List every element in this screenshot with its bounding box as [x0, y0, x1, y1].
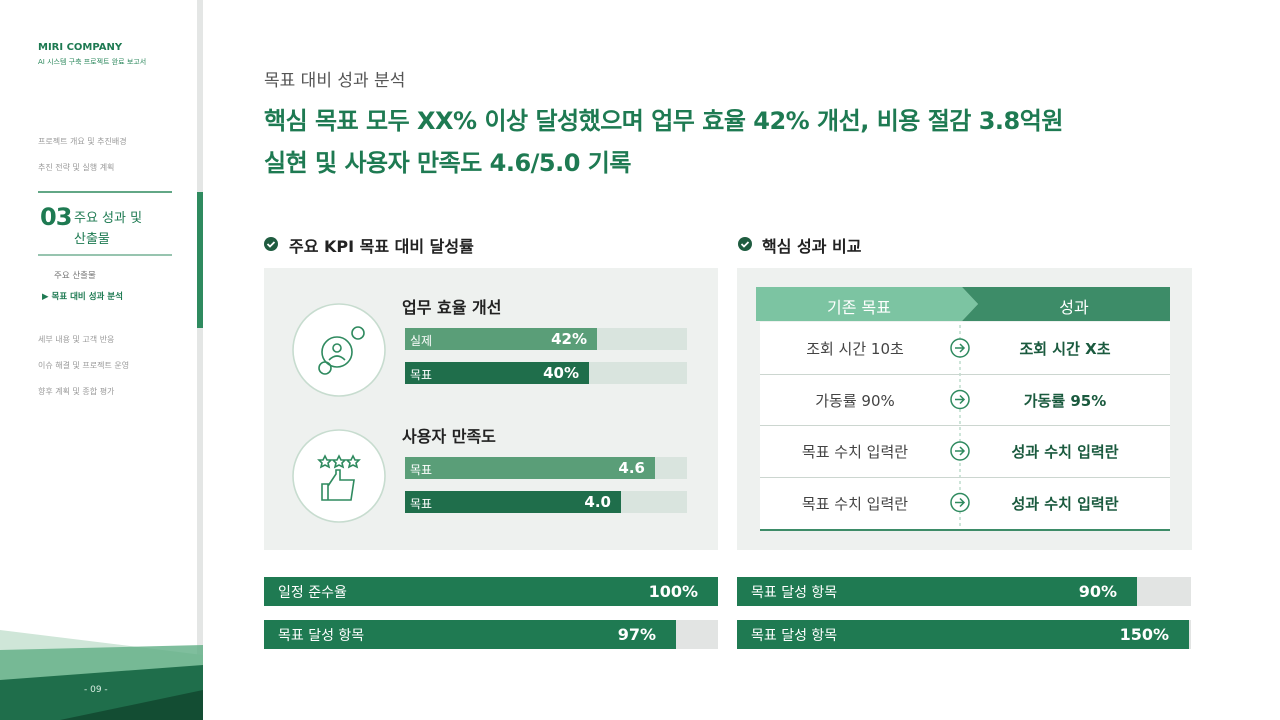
baseline-cell: 목표 수치 입력란: [801, 443, 909, 461]
group-title: 업무 효율 개선: [402, 298, 502, 317]
row-divider: [760, 425, 1170, 426]
nav-sub-item: ▶ 목표 대비 성과 분석: [42, 292, 123, 302]
page-number: - 09 -: [84, 685, 108, 695]
thumb-icon: [292, 429, 386, 523]
bar-value: 97%: [617, 625, 656, 644]
result-cell: 조회 시간 X초: [1019, 340, 1111, 358]
arrow-icon: [950, 441, 970, 461]
bar-value: 150%: [1119, 625, 1169, 644]
bar-label: 목표: [410, 368, 433, 382]
bar-label: 목표: [410, 497, 433, 511]
progress-fill: [405, 457, 655, 479]
baseline-cell: 가동률 90%: [815, 391, 895, 410]
baseline-cell: 조회 시간 10초: [806, 340, 904, 358]
headline: 핵심 목표 모두 XX% 이상 달성했으며 업무 효율 42% 개선, 비용 절…: [264, 107, 1063, 135]
nav-item: 세부 내용 및 고객 반응: [38, 335, 115, 344]
brand: MIRI COMPANY: [38, 42, 123, 53]
result-cell: 가동률 95%: [1023, 391, 1107, 410]
bar-label: 목표: [410, 463, 433, 477]
progress-fill: [405, 362, 589, 384]
sidebar-active-marker: [197, 192, 203, 328]
group-title: 사용자 만족도: [402, 427, 496, 446]
bar-value: 90%: [1078, 582, 1117, 601]
row-divider: [760, 373, 1170, 375]
result-cell: 성과 수치 입력란: [1011, 443, 1119, 461]
header-chevron: [756, 287, 978, 321]
arrow-icon: [950, 492, 970, 513]
nav-sub-item: 주요 산출물: [54, 271, 96, 281]
sidebar-border: [197, 0, 203, 720]
decor-shape: [60, 690, 203, 720]
arrow-icon: [950, 389, 970, 410]
bar-label: 목표 달성 항목: [278, 628, 365, 644]
progress-fill: [405, 328, 597, 350]
progress-fill: [264, 577, 718, 606]
check-icon: [738, 237, 752, 251]
header-chevron: [962, 287, 1170, 321]
bar-value: 100%: [648, 582, 698, 601]
check-icon: [264, 237, 278, 251]
progress-fill: [264, 620, 676, 649]
panel-title: 주요 KPI 목표 대비 달성률: [289, 237, 474, 256]
table-header: 기존 목표: [827, 298, 891, 317]
progress-fill: [737, 577, 1137, 606]
bar-value: 42%: [551, 330, 587, 348]
bar-label: 일정 준수율: [278, 585, 347, 601]
bar-value: 4.0: [584, 493, 611, 511]
eyebrow: 목표 대비 성과 분석: [264, 71, 406, 91]
section-number: 03: [40, 203, 72, 231]
bar-value: 4.6: [618, 459, 645, 477]
row-divider: [760, 476, 1170, 478]
panel-title: 핵심 성과 비교: [762, 237, 862, 256]
bar-label: 목표 달성 항목: [751, 628, 838, 644]
brand-subtitle: AI 시스템 구축 프로젝트 완료 보고서: [38, 58, 147, 66]
nav-item: 프로젝트 개요 및 추진배경: [38, 137, 127, 146]
baseline-cell: 목표 수치 입력란: [801, 494, 909, 513]
bar-value: 40%: [543, 364, 579, 382]
headline: 실현 및 사용자 만족도 4.6/5.0 기록: [264, 149, 631, 177]
nav-item: 추진 전략 및 실행 계획: [38, 163, 115, 172]
gear-icon: [292, 303, 386, 397]
result-cell: 성과 수치 입력란: [1011, 494, 1119, 513]
bar-label: 목표 달성 항목: [751, 585, 838, 601]
section-title: 산출물: [74, 232, 110, 247]
section-title: 주요 성과 및: [74, 211, 143, 226]
table-header: 성과: [1059, 298, 1089, 317]
progress-fill: [737, 620, 1189, 649]
nav-item: 향후 계획 및 종합 평가: [38, 387, 115, 396]
progress-fill: [405, 491, 621, 513]
bar-label: 실제: [410, 334, 433, 348]
nav-item: 이슈 해결 및 프로젝트 운영: [38, 361, 130, 370]
arrow-icon: [950, 338, 970, 358]
